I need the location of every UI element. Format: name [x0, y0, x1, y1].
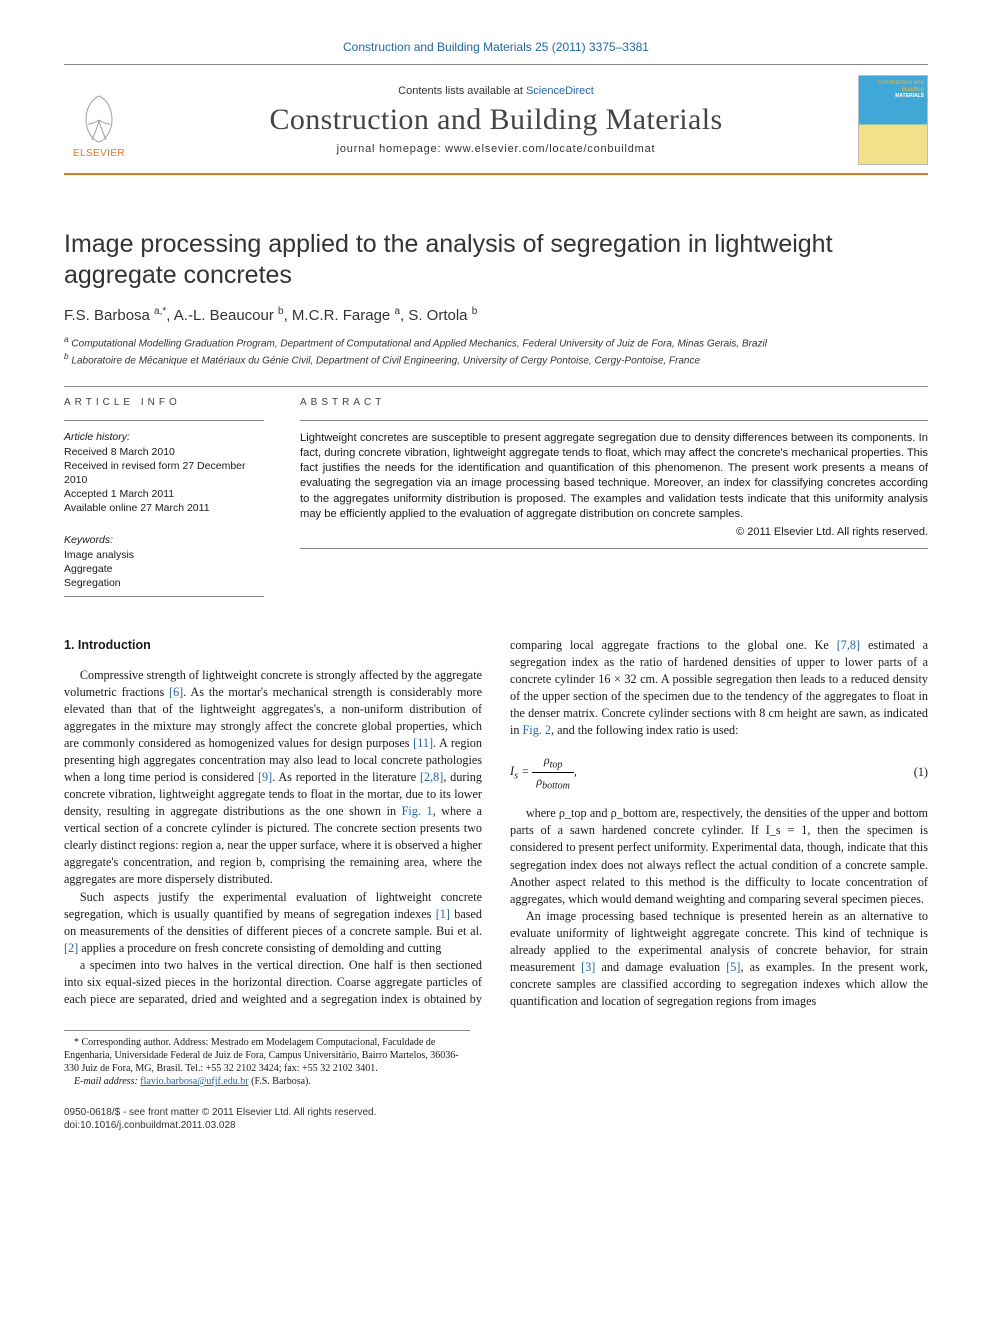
- figure-link[interactable]: Fig. 1: [402, 804, 433, 818]
- history-heading: Article history:: [64, 431, 264, 443]
- divider: [64, 596, 264, 597]
- publisher-name: ELSEVIER: [73, 148, 125, 159]
- keywords-list: Image analysisAggregateSegregation: [64, 548, 264, 591]
- article-history: Received 8 March 2010Received in revised…: [64, 445, 264, 516]
- equation-number: (1): [914, 764, 928, 781]
- sciencedirect-link[interactable]: ScienceDirect: [526, 85, 594, 97]
- divider: [64, 420, 264, 421]
- citation-link[interactable]: [2,8]: [420, 770, 443, 784]
- page-footer: 0950-0618/$ - see front matter © 2011 El…: [64, 1106, 928, 1132]
- keywords-heading: Keywords:: [64, 534, 264, 546]
- email-link[interactable]: flavio.barbosa@ufjf.edu.br: [140, 1076, 248, 1087]
- divider: [64, 386, 928, 387]
- paragraph: Compressive strength of lightweight conc…: [64, 667, 482, 889]
- paper-title: Image processing applied to the analysis…: [64, 229, 928, 290]
- citation-link[interactable]: [2]: [64, 941, 78, 955]
- citation-link[interactable]: [7,8]: [837, 638, 860, 652]
- citation-link[interactable]: [9]: [258, 770, 272, 784]
- citation-link[interactable]: [5]: [726, 960, 740, 974]
- paragraph: where ρ_top and ρ_bottom are, respective…: [510, 805, 928, 907]
- authors: F.S. Barbosa a,*, A.-L. Beaucour b, M.C.…: [64, 306, 928, 324]
- abstract-copyright: © 2011 Elsevier Ltd. All rights reserved…: [300, 526, 928, 538]
- paragraph: An image processing based technique is p…: [510, 908, 928, 1010]
- divider: [300, 420, 928, 421]
- paragraph: Such aspects justify the experimental ev…: [64, 889, 482, 957]
- citation-link[interactable]: [1]: [436, 907, 450, 921]
- citation-link[interactable]: [6]: [169, 685, 183, 699]
- publisher-logo: ELSEVIER: [64, 81, 134, 159]
- affiliations: a Computational Modelling Graduation Pro…: [64, 334, 928, 368]
- figure-link[interactable]: Fig. 2: [523, 723, 551, 737]
- divider: [300, 548, 928, 549]
- journal-homepage: journal homepage: www.elsevier.com/locat…: [134, 143, 858, 155]
- article-info-label: ARTICLE INFO: [64, 397, 264, 408]
- citation-link[interactable]: [3]: [581, 960, 595, 974]
- journal-name: Construction and Building Materials: [134, 103, 858, 137]
- citation-link[interactable]: [11]: [413, 736, 433, 750]
- journal-citation: Construction and Building Materials 25 (…: [64, 40, 928, 54]
- section-heading: 1. Introduction: [64, 637, 482, 655]
- journal-cover-thumb: Construction and Building MATERIALS: [858, 75, 928, 165]
- abstract-label: ABSTRACT: [300, 397, 928, 408]
- corresponding-author-footnote: * Corresponding author. Address: Mestrad…: [64, 1030, 470, 1088]
- equation: Is = ρtop ρbottom , (1): [510, 752, 928, 794]
- body-content: 1. Introduction Compressive strength of …: [64, 637, 928, 1010]
- journal-header: ELSEVIER Contents lists available at Sci…: [64, 64, 928, 175]
- abstract-text: Lightweight concretes are susceptible to…: [300, 431, 928, 522]
- contents-available-label: Contents lists available at ScienceDirec…: [134, 85, 858, 97]
